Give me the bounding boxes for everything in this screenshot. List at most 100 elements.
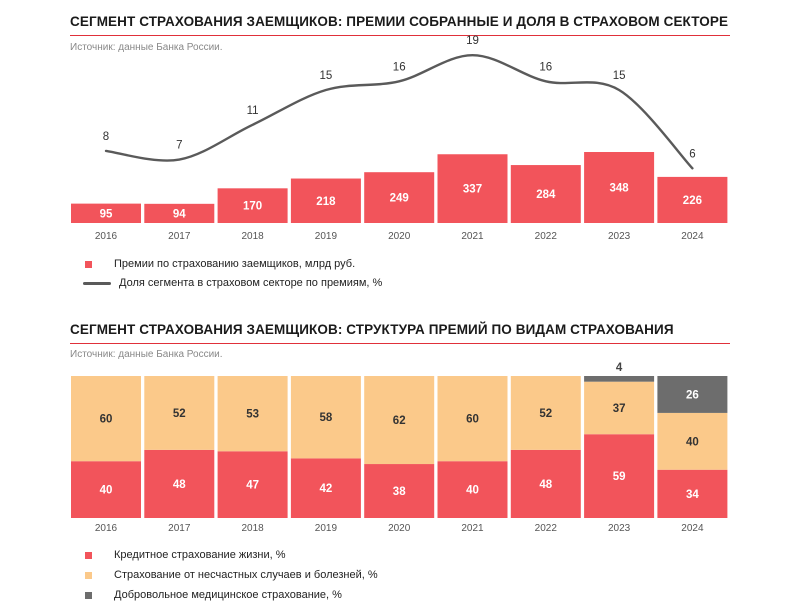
legend-swatch-square [85,551,92,559]
bar-premium [510,165,581,223]
x-tick-label: 2020 [388,231,411,242]
line-value-label: 15 [320,70,333,82]
bar-value-label: 94 [173,208,186,220]
x-tick-label: 2022 [535,523,558,534]
chart1-title-rule [70,35,730,36]
x-tick-label: 2021 [461,231,484,242]
bar-value-label: 249 [390,193,409,205]
bar-premium [217,188,288,223]
bar-segment-life-value: 48 [539,479,552,491]
bar-segment-life-value: 38 [393,486,406,498]
bar-segment-medical [584,376,655,382]
bar-premium [584,152,655,223]
x-tick-label: 2017 [168,523,191,534]
bar-value-label: 337 [463,184,482,196]
bar-premium [437,154,508,223]
bar-segment-accident [217,376,288,452]
bar-segment-life-value: 59 [613,471,626,483]
line-value-label: 11 [247,105,259,117]
legend-swatch-square [85,571,92,579]
bar-value-label: 348 [610,183,630,195]
bar-segment-life [657,469,728,518]
x-tick-label: 2020 [388,523,411,534]
chart2-title: СЕГМЕНТ СТРАХОВАНИЯ ЗАЕМЩИКОВ: СТРУКТУРА… [70,322,674,337]
chart2-plot: 40 60 2016 48 52 2017 47 53 2018 42 58 2019 38 62 2020… [71,362,728,534]
bar-segment-accident-value: 58 [320,412,333,424]
bar-segment-life [364,464,435,518]
bar-value-label: 218 [316,196,336,208]
legend-label: Премии по страхованию заемщиков, млрд ру… [114,258,356,270]
bar-segment-life [217,451,288,518]
line-value-label: 7 [176,140,182,152]
bar-value-label: 170 [243,201,262,213]
legend-label: Доля сегмента в страховом секторе по пре… [119,277,383,289]
bar-segment-life-value: 48 [173,479,186,491]
bar-value-label: 226 [683,195,702,207]
bar-segment-accident [144,376,215,450]
bar-segment-medical-value: 26 [686,389,699,401]
x-tick-label: 2024 [681,231,704,242]
bar-segment-life-value: 34 [686,489,699,501]
bar-segment-accident-value: 53 [246,409,259,421]
chart1-legend-item-premiums: Премии по страхованию заемщиков, млрд ру… [85,258,355,270]
bar-value-label: 95 [100,208,113,220]
bar-value-label: 284 [536,189,556,201]
bar-segment-life-value: 47 [246,480,259,492]
bar-segment-medical-value: 4 [616,362,623,374]
chart2-source: Источник: данные Банка России. [70,349,223,360]
bar-segment-accident [510,376,581,450]
bar-segment-accident [290,376,361,459]
bar-segment-life [437,461,508,518]
bar-segment-life [510,449,581,518]
legend-swatch-square [85,591,92,599]
bar-segment-life-value: 40 [100,485,113,497]
bar-segment-accident [437,376,508,462]
x-tick-label: 2019 [315,523,338,534]
line-value-label: 16 [393,61,406,73]
chart2-legend-item-medical: Добровольное медицинское страхование, % [85,589,342,601]
bar-segment-life [584,434,655,518]
legend-label: Кредитное страхование жизни, % [114,549,286,561]
chart1-plot: 95 2016 94 2017 170 2018 218 2019 249 2020 337 2021… [71,35,728,242]
line-value-label: 19 [466,35,479,47]
bar-segment-life-value: 42 [320,483,333,495]
chart1-title: СЕГМЕНТ СТРАХОВАНИЯ ЗАЕМЩИКОВ: ПРЕМИИ СО… [70,14,729,29]
bar-premium [290,178,361,223]
line-value-label: 16 [539,61,552,73]
bar-segment-accident-value: 40 [686,436,699,448]
bar-segment-life [144,449,215,518]
bar-segment-medical [657,376,728,413]
x-tick-label: 2022 [535,231,558,242]
x-tick-label: 2023 [608,523,631,534]
x-tick-label: 2023 [608,231,631,242]
bar-segment-accident [584,381,655,435]
chart1-source: Источник: данные Банка России. [70,42,223,53]
bar-segment-life [290,458,361,518]
chart1-legend-item-share: Доля сегмента в страховом секторе по пре… [83,277,383,289]
bar-premium [364,172,435,223]
legend-label: Добровольное медицинское страхование, % [114,589,342,601]
chart2-legend-item-accident: Страхование от несчастных случаев и боле… [85,569,378,581]
line-value-label: 8 [103,131,109,143]
bar-segment-accident-value: 52 [539,408,552,420]
bar-premium [71,203,141,223]
legend-swatch-square [85,260,92,268]
x-tick-label: 2019 [315,231,338,242]
bar-segment-accident-value: 62 [393,415,406,427]
x-tick-label: 2018 [241,523,264,534]
bar-segment-life-value: 40 [466,485,479,497]
legend-swatch-line [83,281,111,285]
bar-segment-accident [71,376,141,462]
bar-premium [144,203,215,223]
line-value-label: 15 [613,70,626,82]
bar-segment-accident [364,376,435,465]
bar-segment-accident-value: 52 [173,408,186,420]
bar-segment-accident-value: 37 [613,403,626,415]
chart2-title-rule [70,343,730,344]
x-tick-label: 2016 [95,231,118,242]
x-tick-label: 2024 [681,523,704,534]
chart2-legend-item-life: Кредитное страхование жизни, % [85,549,286,561]
x-tick-label: 2021 [461,523,484,534]
bar-segment-accident [657,412,728,470]
bar-segment-life [71,461,141,518]
